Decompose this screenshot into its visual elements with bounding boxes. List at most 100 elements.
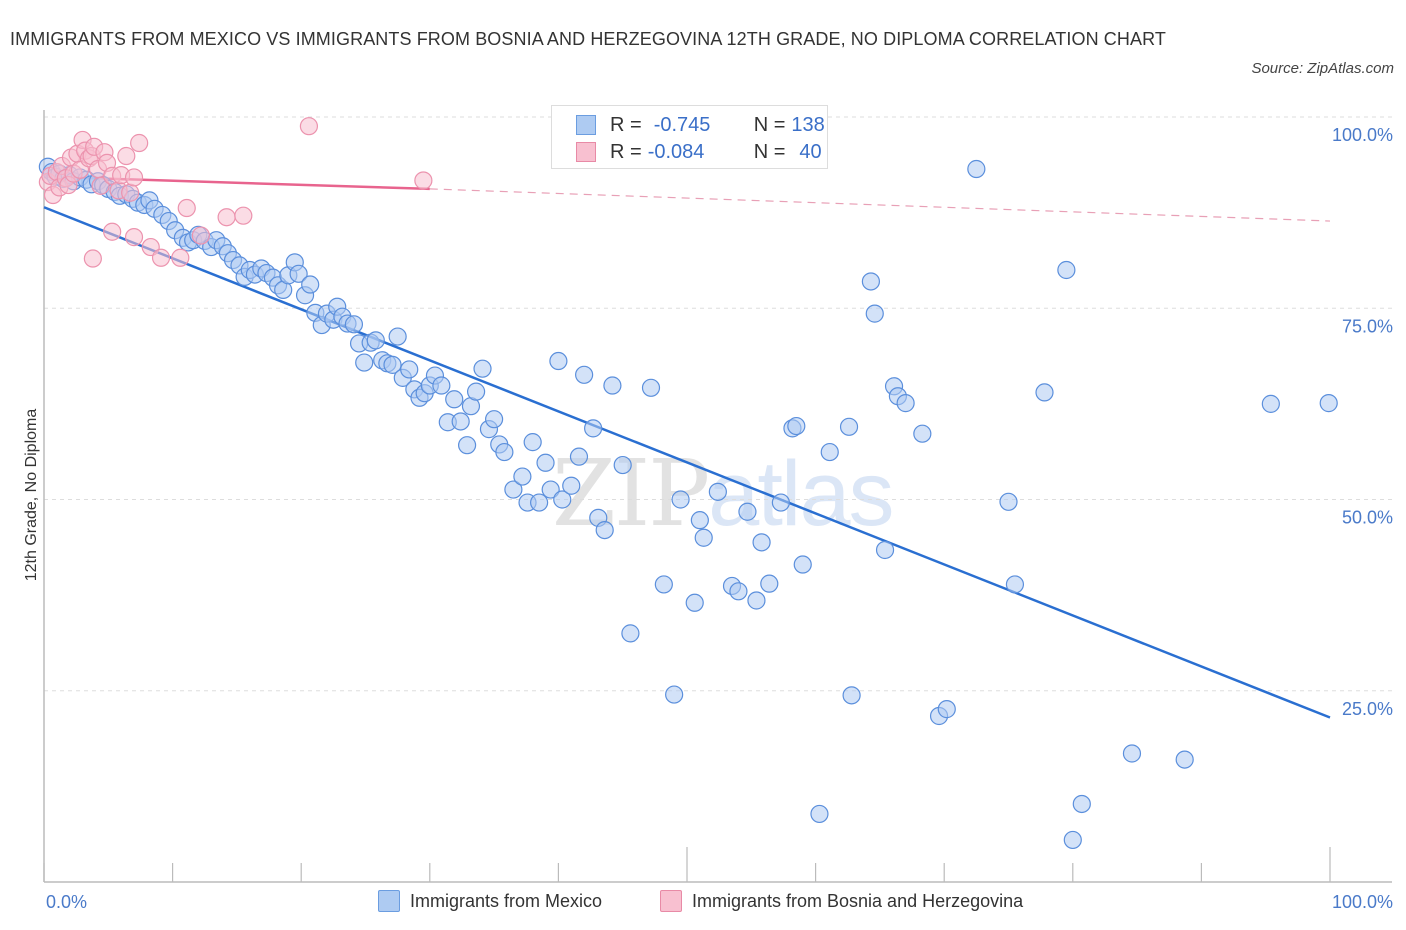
point-mexico — [523, 433, 542, 452]
point-mexico — [913, 424, 932, 443]
point-mexico — [1063, 830, 1082, 850]
point-mexico — [388, 327, 407, 346]
point-mexico — [549, 351, 568, 371]
axes — [43, 110, 1392, 883]
point-mexico — [613, 455, 632, 475]
point-bosnia — [414, 171, 433, 190]
bosnia-swatch-icon — [576, 142, 596, 162]
point-mexico — [400, 360, 419, 379]
point-mexico — [999, 492, 1018, 511]
point-bosnia — [171, 248, 190, 267]
point-bosnia — [121, 183, 140, 202]
point-mexico — [760, 574, 779, 593]
point-mexico — [432, 376, 451, 395]
point-mexico — [513, 467, 532, 486]
x-tick-label-min: 0.0% — [46, 892, 87, 912]
point-mexico — [621, 624, 640, 643]
point-bosnia — [117, 146, 136, 166]
point-mexico — [366, 331, 385, 350]
r-label: R = — [610, 140, 642, 163]
point-mexico — [383, 355, 402, 374]
point-mexico — [1319, 394, 1338, 413]
point-bosnia — [191, 226, 210, 245]
point-bosnia — [103, 222, 122, 241]
point-mexico — [473, 359, 492, 378]
point-mexico — [694, 528, 713, 547]
point-bosnia — [130, 133, 149, 153]
point-mexico — [603, 376, 622, 395]
legend-item-bosnia[interactable]: Immigrants from Bosnia and Herzegovina — [660, 888, 1023, 914]
point-bosnia — [299, 117, 319, 136]
point-mexico — [595, 520, 614, 540]
point-bosnia — [124, 168, 144, 187]
point-mexico — [289, 264, 308, 283]
point-mexico — [665, 685, 684, 704]
point-bosnia — [83, 249, 102, 268]
point-mexico — [553, 490, 572, 509]
point-bosnia — [217, 208, 236, 227]
point-mexico — [793, 555, 812, 574]
point-bosnia — [124, 228, 144, 247]
trend-line-mexico — [43, 206, 1331, 719]
point-mexico — [1005, 575, 1025, 594]
y-tick-label: 50.0% — [1342, 508, 1393, 528]
point-mexico — [771, 493, 790, 512]
point-mexico — [541, 480, 560, 499]
point-mexico — [485, 410, 504, 429]
point-mexico — [495, 442, 514, 462]
y-tick-label: 75.0% — [1342, 316, 1393, 336]
point-mexico — [896, 394, 915, 413]
point-mexico — [738, 502, 757, 521]
point-mexico — [820, 442, 839, 462]
point-mexico — [937, 700, 956, 719]
r-value: -0.084 — [647, 140, 705, 163]
chart-title: IMMIGRANTS FROM MEXICO VS IMMIGRANTS FRO… — [10, 29, 1166, 49]
point-mexico — [1175, 750, 1194, 769]
point-mexico — [842, 686, 861, 705]
point-mexico — [355, 353, 374, 372]
point-mexico — [1035, 383, 1054, 402]
trend-line-extension-bosnia — [429, 188, 1331, 222]
watermark-atlas: atlas — [708, 443, 894, 545]
tick-labels: 100.0% 75.0% 50.0% 25.0% 0.0% 100.0% — [46, 125, 1393, 912]
point-mexico — [671, 490, 690, 509]
r-value: -0.745 — [653, 113, 711, 136]
point-mexico — [865, 304, 884, 323]
point-mexico — [457, 436, 477, 455]
point-mexico — [875, 540, 895, 560]
point-mexico — [584, 419, 603, 438]
point-bosnia — [177, 198, 196, 218]
point-mexico — [569, 447, 589, 466]
legend-item-mexico[interactable]: Immigrants from Mexico — [378, 888, 602, 914]
point-mexico — [641, 378, 661, 397]
point-mexico — [344, 315, 364, 334]
point-mexico — [708, 482, 727, 501]
point-mexico — [685, 593, 704, 612]
point-mexico — [562, 476, 581, 495]
n-label: N = — [753, 140, 786, 163]
n-value: 40 — [799, 140, 822, 163]
bosnia-legend-swatch-icon — [660, 890, 682, 912]
grid-lines — [44, 116, 1392, 692]
stats-legend: R = -0.745 N = 138 R = -0.084 N = 40 — [551, 105, 828, 169]
n-value: 138 — [791, 113, 825, 136]
mexico-legend-swatch-icon — [378, 890, 400, 912]
point-mexico — [690, 511, 709, 530]
point-mexico — [301, 275, 320, 294]
legend-row-bosnia: R = -0.084 N = 40 — [576, 139, 822, 165]
point-mexico — [575, 365, 594, 384]
n-label: N = — [753, 113, 786, 136]
legend-label-mexico: Immigrants from Mexico — [410, 890, 603, 911]
r-label: R = — [610, 113, 642, 136]
legend-label-bosnia: Immigrants from Bosnia and Herzegovina — [692, 890, 1024, 911]
point-mexico — [747, 591, 766, 610]
y-tick-label: 100.0% — [1332, 125, 1393, 145]
point-mexico — [504, 480, 523, 499]
mexico-swatch-icon — [576, 115, 596, 135]
point-bosnia — [151, 248, 171, 267]
point-bosnia — [234, 206, 253, 225]
source-label: Source: ZipAtlas.com — [1251, 60, 1394, 77]
point-mexico — [445, 390, 464, 409]
point-mexico — [1072, 794, 1091, 814]
